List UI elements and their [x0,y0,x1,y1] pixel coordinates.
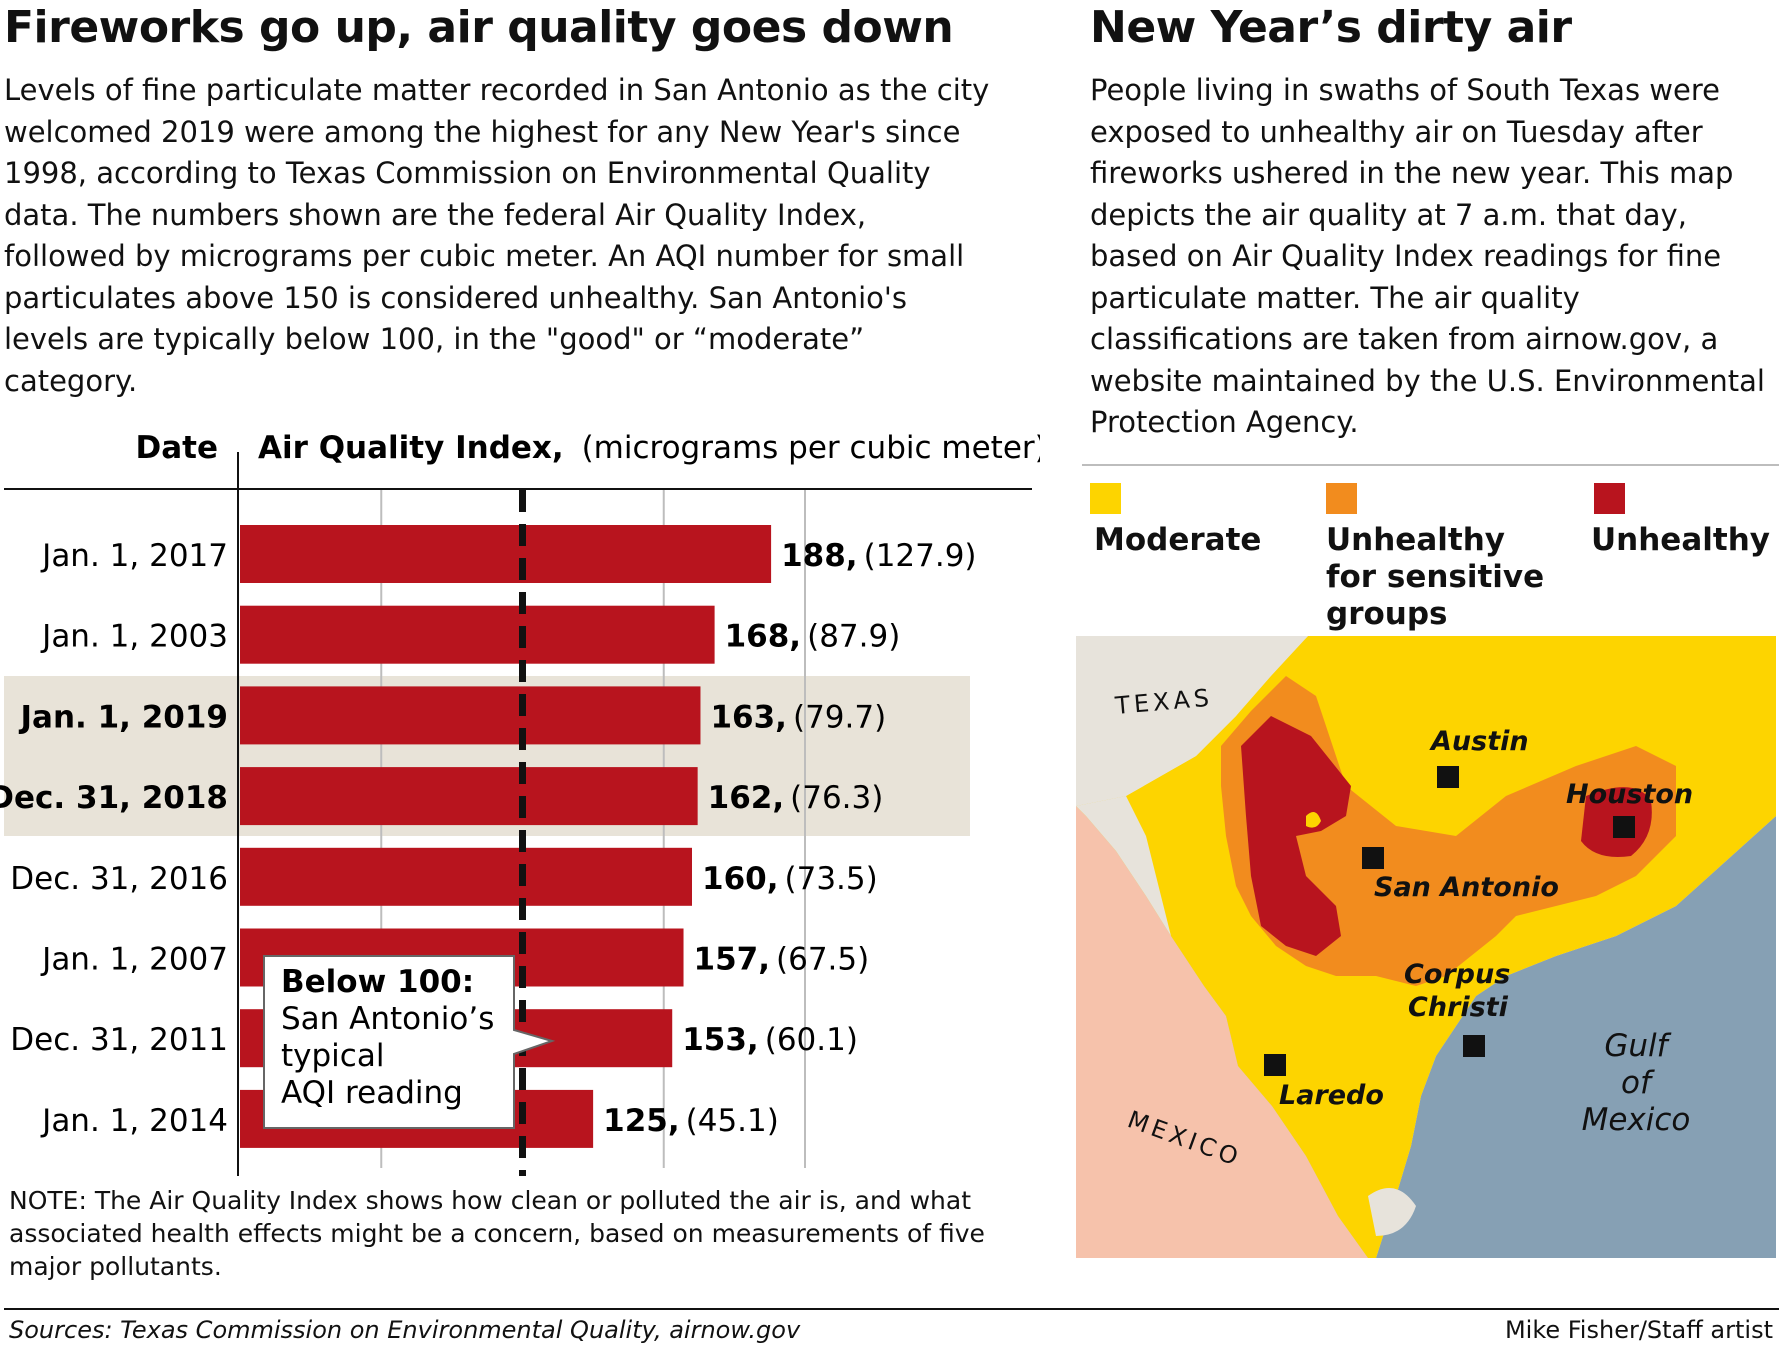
callout-title: Below 100: [281,964,474,1000]
texas-grey-west [1076,796,1171,936]
right-divider [1082,464,1779,466]
aqi-value: 162, [708,780,785,816]
category-label: Dec. 31, 2016 [10,861,228,897]
legend-swatch-moderate [1090,483,1121,514]
legend-label-unhealthy: Unhealthy [1591,522,1770,558]
legend-label-sensitive: Unhealthy for sensitive groups [1326,522,1545,632]
city-austin: Austin [1429,726,1529,757]
category-label: Jan. 1, 2017 [40,538,228,574]
category-label: Dec. 31, 2018 [0,780,228,816]
value-label: 160, (73.5) [702,861,878,897]
city-houston: Houston [1566,779,1693,810]
legend-swatch-sensitive [1326,483,1357,514]
bar [240,847,692,906]
micrograms-value: (67.5) [776,942,869,978]
right-headline: New Year’s dirty air [1090,2,1572,53]
micrograms-value: (79.7) [793,699,886,735]
value-label: 188, (127.9) [781,538,976,574]
category-label: Jan. 1, 2003 [40,619,228,655]
texas-grey-south [1368,1188,1416,1236]
city-corpus-line-2: Christi [1408,992,1509,1023]
marker-austin [1437,766,1459,788]
legend-swatch-unhealthy [1594,483,1625,514]
value-label: 163, (79.7) [710,699,886,735]
aqi-value: 188, [781,538,858,574]
micrograms-value: (127.9) [864,538,977,574]
label-gulf-2: of [1621,1065,1655,1101]
micrograms-value: (87.9) [807,619,900,655]
micrograms-value: (76.3) [790,780,883,816]
texas-grey-northwest [1076,636,1308,806]
category-label: Jan. 1, 2019 [18,699,228,735]
left-intro: Levels of fine particulate matter record… [4,73,990,398]
value-header: Air Quality Index, (micrograms per cubic… [258,430,1040,466]
callout-line-2: typical [281,1038,384,1074]
value-label: 162, (76.3) [708,780,884,816]
aqi-value: 125, [603,1103,680,1139]
aqi-bar-chart: Date Air Quality Index, (micrograms per … [0,430,1040,1176]
bar [240,767,698,826]
label-gulf-1: Gulf [1604,1028,1671,1064]
marker-san-antonio [1362,847,1384,869]
value-label: 153, (60.1) [682,1022,858,1058]
date-header: Date [136,430,219,466]
value-label: 157, (67.5) [694,942,870,978]
right-intro: People living in swaths of South Texas w… [1090,73,1765,439]
mexico-land [1076,806,1368,1258]
aqi-value: 163, [710,699,787,735]
unhealthy-zone-san-antonio [1241,716,1351,956]
left-headline: Fireworks go up, air quality goes down [4,2,954,53]
marker-corpus-christi [1463,1035,1485,1057]
bar [240,525,772,583]
moderate-pocket [1306,812,1321,828]
marker-houston [1613,816,1635,838]
micrograms-value: (45.1) [686,1103,779,1139]
value-label: 168, (87.9) [725,619,901,655]
marker-laredo [1264,1054,1286,1076]
city-laredo: Laredo [1279,1080,1384,1111]
label-gulf-3: Mexico [1582,1102,1691,1138]
category-label: Dec. 31, 2011 [10,1022,228,1058]
footer-sources: Sources: Texas Commission on Environment… [9,1316,801,1344]
legend-label-moderate: Moderate [1094,522,1262,558]
micrograms-value: (73.5) [785,861,878,897]
callout-line-3: AQI reading [281,1075,463,1111]
city-san-antonio: San Antonio [1374,872,1559,903]
aqi-value: 168, [725,619,802,655]
micrograms-value: (60.1) [765,1022,858,1058]
category-label: Jan. 1, 2014 [40,1103,228,1139]
bar [240,686,701,745]
footer-credit: Mike Fisher/Staff artist [1504,1316,1773,1344]
footer-rule [4,1308,1779,1310]
aqi-value: 160, [702,861,779,897]
callout-line-1: San Antonio’s [281,1001,494,1037]
value-header-rest: (micrograms per cubic meter) [582,430,1040,466]
air-quality-map: TEXAS MEXICO Gulf of Mexico Austin Houst… [1076,636,1776,1258]
value-header-bold: Air Quality Index, [258,430,564,466]
aqi-value: 157, [694,942,771,978]
city-corpus-line-1: Corpus [1404,959,1510,990]
chart-note: NOTE: The Air Quality Index shows how cl… [9,1186,985,1281]
aqi-value: 153, [682,1022,759,1058]
callout-box: Below 100: San Antonio’s typical AQI rea… [263,955,556,1129]
bar [240,605,715,664]
category-label: Jan. 1, 2007 [40,942,228,978]
value-label: 125, (45.1) [603,1103,779,1139]
